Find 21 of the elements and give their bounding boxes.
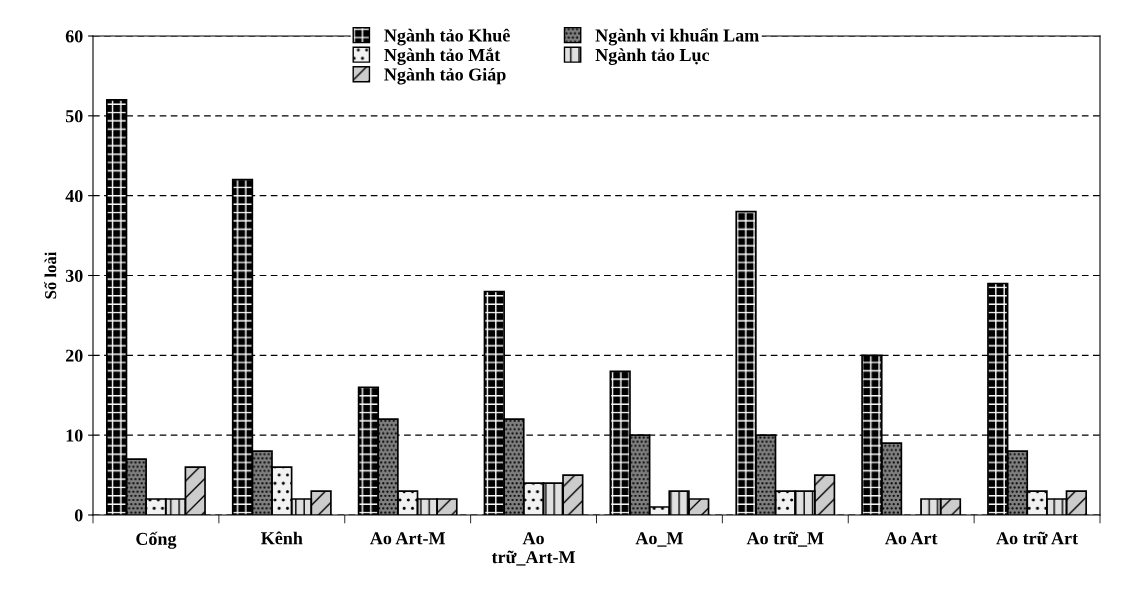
- legend-label: Ngành tảo Lục: [595, 48, 710, 65]
- y-tick-label: 50: [65, 110, 83, 123]
- y-tick-label: 0: [74, 509, 83, 522]
- y-tick-label: 20: [65, 349, 83, 362]
- y-tick-label: 40: [65, 189, 83, 203]
- y-tick-label: 10: [66, 429, 83, 442]
- x-tick-label: Ao Art-M: [370, 532, 446, 545]
- x-tick-label: Ao Art: [885, 532, 938, 545]
- x-tick-label: Ao trữ_Art-M: [491, 532, 576, 566]
- legend-label: Ngành tảo Mắt: [384, 47, 501, 65]
- x-tick-label: Cống: [136, 531, 177, 549]
- legend-label: Ngành tảo Khuê: [384, 28, 510, 46]
- x-tick-label: Ao trữ Art: [996, 531, 1078, 545]
- legend-label: Ngành vi khuẩn Lam: [595, 28, 759, 46]
- y-axis-title: Số loài: [43, 251, 57, 299]
- legend-label: Ngành tảo Giáp: [384, 67, 506, 85]
- x-tick-label: Ao trữ_M: [746, 531, 824, 547]
- y-tick-label: 60: [65, 30, 83, 43]
- x-tick-label: Ao_M: [635, 532, 683, 547]
- x-tick-label: Kênh: [261, 531, 303, 545]
- y-tick-label: 30: [65, 269, 83, 282]
